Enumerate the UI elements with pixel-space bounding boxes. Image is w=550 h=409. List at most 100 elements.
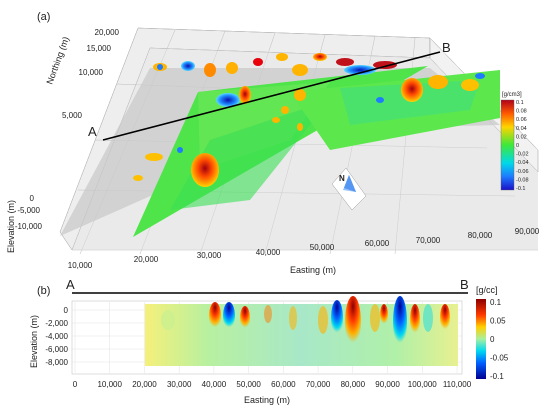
colorbar-b-tick: 0.1: [490, 298, 502, 307]
colorbar-a-tick: -0.04: [516, 160, 529, 166]
colorbar-a-tick: -0.06: [516, 169, 529, 175]
easting-tick-b: 70,000: [306, 380, 331, 389]
north-arrow: N: [331, 167, 367, 211]
colorbar-a-tick: 0: [516, 143, 519, 149]
colorbar-a-tick: -0.08: [516, 177, 529, 183]
easting-tick-b: 0: [73, 380, 78, 389]
section-label-b: B: [460, 277, 469, 292]
colorbar-a-tick: 0.1: [516, 100, 524, 106]
easting-tick-b: 80,000: [341, 380, 366, 389]
anomaly-body: [461, 79, 479, 91]
northing-tick: 15,000: [87, 44, 112, 53]
anomaly-body: [272, 117, 280, 123]
anomaly-body: [313, 53, 327, 61]
elevation-tick-b: -4,000: [45, 332, 68, 341]
northing-tick: 20,000: [95, 28, 120, 37]
anomaly-body: [294, 89, 306, 101]
colorbar-b-tick: -0.1: [490, 372, 504, 381]
easting-tick-a: 10,000: [68, 261, 93, 270]
easting-tick-a: 90,000: [515, 227, 540, 236]
anomaly-body: [428, 75, 448, 89]
anomaly-body: [133, 175, 143, 181]
northing-axis-label: Northing (m): [44, 35, 71, 85]
anomaly-body: [145, 153, 163, 161]
section-label-a: A: [66, 277, 75, 292]
easting-tick-b: 110,000: [443, 380, 472, 389]
anomaly-body: [276, 53, 288, 61]
easting-tick-a: 70,000: [416, 236, 441, 245]
colorbar-b-tick: 0.05: [490, 317, 506, 326]
anomaly-body: [297, 123, 303, 131]
anomaly-body: [344, 65, 376, 75]
anomaly-body: [475, 73, 485, 79]
anomaly-body: [216, 93, 240, 107]
northing-tick: 10,000: [79, 68, 104, 77]
anomaly-body: [376, 97, 384, 103]
north-label: N: [339, 174, 345, 183]
section-heatmap: [145, 296, 458, 366]
easting-tick-b: 90,000: [375, 380, 400, 389]
elevation-axis-label-b: Elevation (m): [29, 315, 39, 368]
anomaly-body: [157, 64, 163, 70]
colorbar-a-tick: 0.06: [516, 117, 527, 123]
colorbar-a: [g/cm3] 0.1 0.08 0.06 0.04 0.02 0 -0.02 -0.04 -0…: [500, 92, 529, 192]
elevation-tick-a: -5,000: [17, 206, 40, 215]
anomaly-bodies: [133, 53, 485, 187]
colorbar-b-bar: [476, 299, 486, 379]
anomaly-body: [373, 61, 397, 69]
colorbar-b-tick: -0.05: [490, 354, 509, 363]
anomaly-body: [177, 147, 183, 153]
anomaly-body: [204, 63, 216, 77]
anomaly-body: [401, 78, 423, 102]
profile-label-a: A: [88, 124, 97, 139]
elevation-tick-a: -10,000: [15, 222, 43, 231]
colorbar-a-tick: -0.1: [516, 186, 525, 192]
panel-a: (a): [6, 11, 540, 275]
easting-tick-b: 40,000: [202, 380, 227, 389]
elevation-tick-b: -8,000: [45, 358, 68, 367]
anomaly-body: [181, 61, 195, 71]
elevation-tick-b: 0: [64, 306, 69, 315]
colorbar-a-tick: 0.04: [516, 126, 527, 132]
easting-tick-a: 60,000: [365, 239, 390, 248]
anomaly-body: [191, 153, 219, 187]
anomaly-body: [226, 62, 238, 74]
elevation-tick-b: -6,000: [45, 345, 68, 354]
anomaly-body: [336, 58, 354, 66]
panel-a-label: (a): [37, 11, 50, 23]
easting-tick-b: 60,000: [271, 380, 296, 389]
anomaly-body: [253, 58, 263, 66]
profile-label-b: B: [442, 40, 451, 55]
easting-tick-a: 80,000: [468, 231, 493, 240]
colorbar-a-bar: [500, 99, 515, 191]
panel-b: (b) A B 0 10,000 20,000 30,000 40,000 50,00: [29, 277, 509, 405]
anomaly-body: [239, 86, 251, 104]
easting-tick-a: 40,000: [256, 248, 281, 257]
anomaly-body: [281, 106, 289, 114]
easting-tick-a: 50,000: [310, 243, 335, 252]
elevation-axis-label-a: Elevation (m): [6, 200, 16, 253]
colorbar-a-tick: 0.08: [516, 109, 527, 115]
colorbar-a-title: [g/cm3]: [502, 92, 522, 98]
easting-axis-label-b: Easting (m): [244, 395, 290, 405]
easting-tick-a: 30,000: [197, 251, 222, 260]
easting-tick-a: 20,000: [134, 255, 159, 264]
easting-tick-b: 30,000: [167, 380, 192, 389]
northing-tick: 5,000: [62, 111, 83, 120]
profile-line-a-b: [102, 51, 441, 141]
easting-tick-b: 10,000: [97, 380, 122, 389]
elevation-tick-a: 0: [30, 194, 35, 203]
elevation-tick-b: -2,000: [45, 319, 68, 328]
easting-axis-label-a: Easting (m): [290, 265, 336, 275]
colorbar-b-tick: 0: [490, 335, 495, 344]
colorbar-b: [g/cc] 0.1 0.05 0 -0.05 -0.1: [476, 285, 509, 381]
easting-tick-b: 20,000: [132, 380, 157, 389]
colorbar-a-tick: 0.02: [516, 134, 527, 140]
colorbar-b-title: [g/cc]: [476, 285, 498, 295]
easting-tick-b: 100,000: [408, 380, 437, 389]
colorbar-a-tick: -0.02: [516, 152, 529, 158]
easting-tick-b: 50,000: [236, 380, 261, 389]
panel-b-label: (b): [37, 285, 50, 297]
